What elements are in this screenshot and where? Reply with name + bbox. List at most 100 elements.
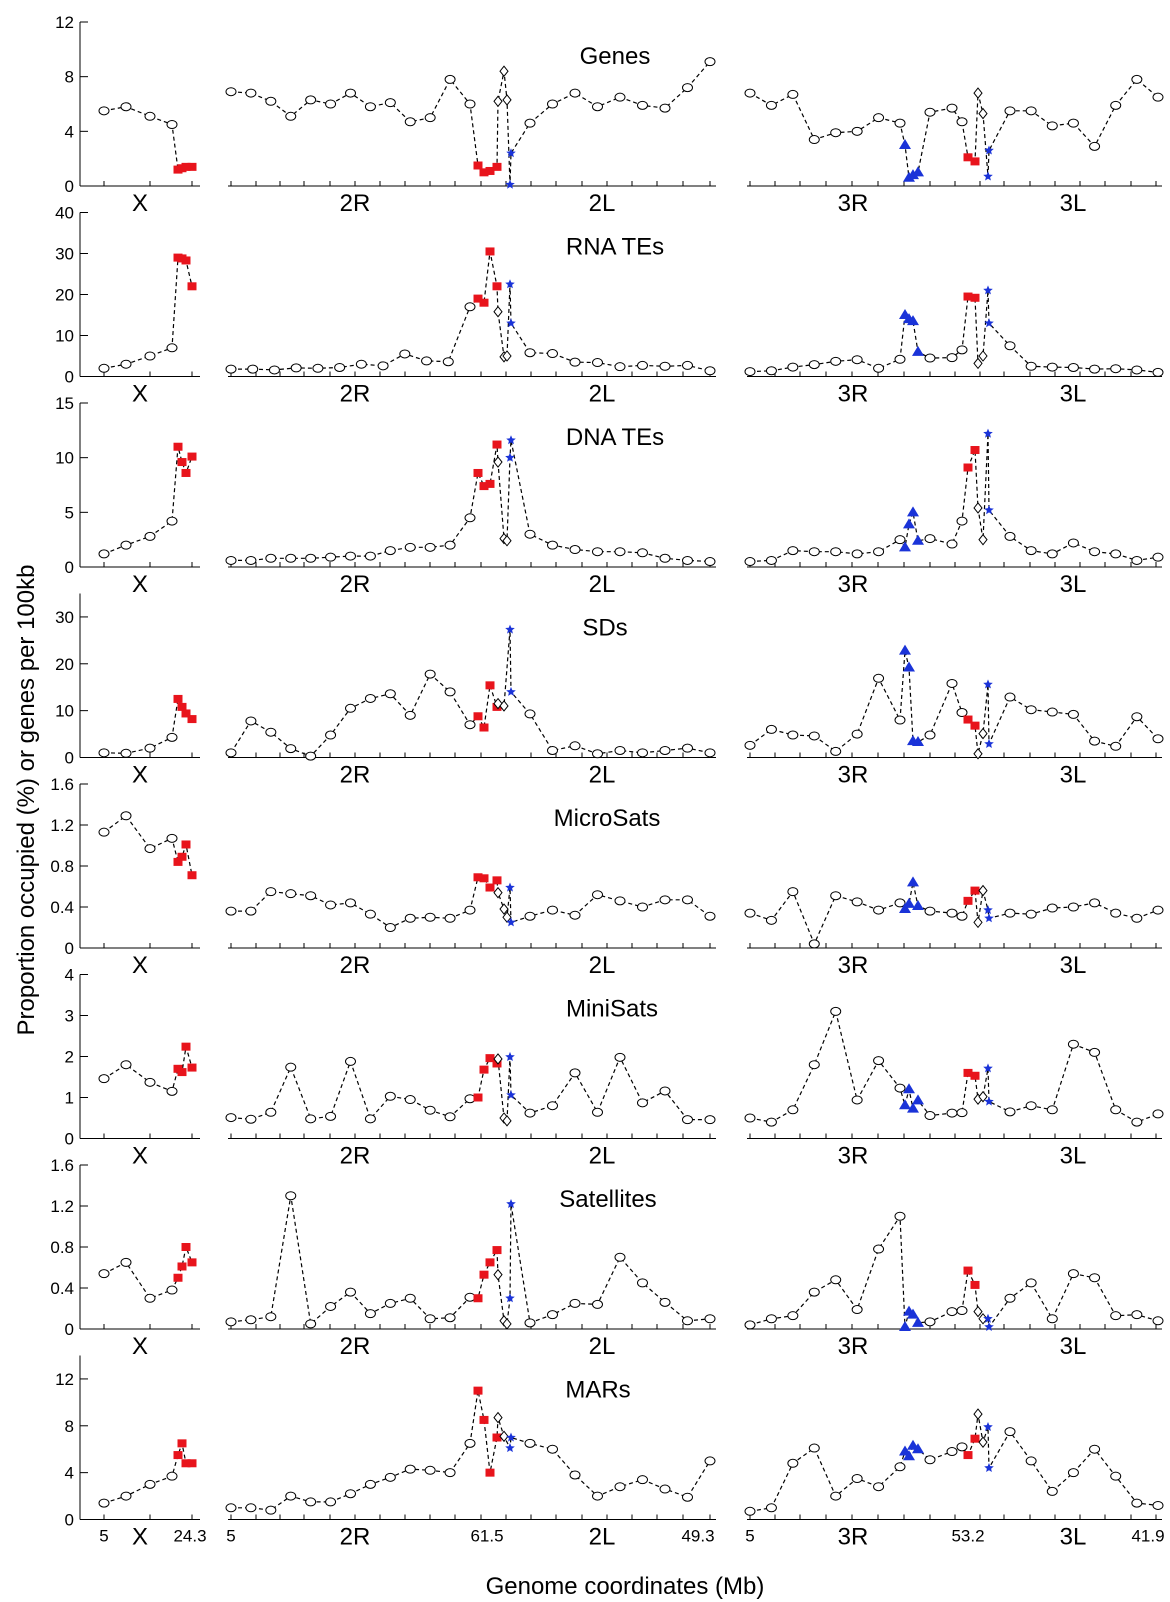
y-tick-label: 2 [65,1048,74,1067]
circle-point [1152,734,1164,744]
y-tick-label: 0 [65,558,74,577]
y-tick-label: 10 [55,449,74,468]
red-square-point [963,1068,973,1077]
series-line [103,256,193,369]
y-tick-label: 0.4 [50,898,74,917]
circle-point [144,1077,156,1087]
circle-point [345,1056,356,1066]
circle-point [830,1006,842,1016]
arm-label: 3L [1060,762,1087,789]
diamond-point [973,1408,983,1420]
circle-point [1089,1047,1101,1057]
arm-label: 2L [589,1524,616,1551]
circle-point [956,1442,968,1452]
circle-point [166,1471,178,1481]
circle-point [765,1117,777,1127]
circle-point [305,751,317,761]
diamond-point [502,911,512,924]
circle-point [614,92,626,102]
circle-point [592,358,603,368]
circle-point [569,545,581,555]
circle-point [894,1211,906,1221]
circle-point [924,353,936,363]
red-square-point [492,1246,502,1255]
circle-point [659,361,671,371]
circle-point [524,709,536,719]
circle-point [569,357,581,367]
circle-point [1089,736,1101,746]
arm-label: X [132,1333,148,1360]
x-axis-title: Genome coordinates (Mb) [486,1573,765,1600]
circle-point [464,513,476,523]
red-square-point [177,458,187,467]
circle-point [364,1309,376,1319]
diamond-point [973,916,983,929]
red-square-point [473,161,483,170]
circle-point [851,897,863,907]
circle-point [547,1310,558,1320]
blue-triangle-point [912,1094,924,1105]
red-square-point [970,446,980,455]
red-square-point [479,298,489,307]
red-square-point [177,852,187,861]
blue-triangle-point [899,903,911,914]
circle-point [120,1060,132,1070]
arm-label: 3R [838,381,869,408]
circle-point [682,555,693,565]
circle-point [659,1484,671,1494]
circle-point [345,88,356,98]
red-square-point [181,709,191,718]
circle-point [1046,362,1058,372]
circle-point [166,1086,178,1096]
panel-title: Satellites [559,1186,656,1213]
circle-point [364,1479,376,1489]
circle-point [265,887,277,897]
red-square-point [479,1415,489,1424]
red-square-point [963,292,973,301]
circle-point [547,905,558,915]
diamond-point [973,502,983,514]
circle-point [325,730,337,740]
series-line [230,1055,710,1123]
circle-point [808,1443,820,1453]
circle-point [787,887,799,897]
red-square-point [173,1451,183,1460]
circle-point [547,1101,558,1111]
blue-star-point [984,913,994,923]
circle-point [894,898,906,908]
blue-star-point [984,1322,994,1331]
circle-point [345,703,356,713]
arm-label: 3R [838,1333,869,1360]
y-tick-label: 4 [65,122,74,141]
arm-label: 2L [589,381,616,408]
arm-label: 2L [589,1333,616,1360]
circle-point [245,555,257,565]
diamond-point [493,1053,503,1065]
circle-point [704,748,716,758]
arm-label: 2R [340,381,371,408]
red-square-point [479,168,489,177]
y-tick-label: 1.6 [50,1156,74,1175]
circle-point [1025,1278,1037,1288]
circle-point [547,99,558,109]
circle-point [225,364,237,374]
blue-triangle-point [912,899,924,910]
blue-triangle-point [907,1308,919,1319]
y-tick-label: 0 [65,1130,74,1149]
arm-label: 3L [1060,1333,1087,1360]
circle-point [325,552,337,562]
diamond-point [493,305,503,318]
circle-point [345,898,356,908]
circle-point [637,548,648,558]
arm-label: X [132,1524,148,1551]
circle-point [851,729,863,739]
red-square-point [473,873,483,882]
arm-label: 2R [340,1333,371,1360]
circle-point [873,673,885,683]
series-line [103,1244,193,1300]
circle-point [120,359,132,369]
blue-star-point [983,428,993,438]
red-square-point [970,157,980,166]
circle-point [1025,546,1037,556]
circle-point [144,1479,156,1489]
